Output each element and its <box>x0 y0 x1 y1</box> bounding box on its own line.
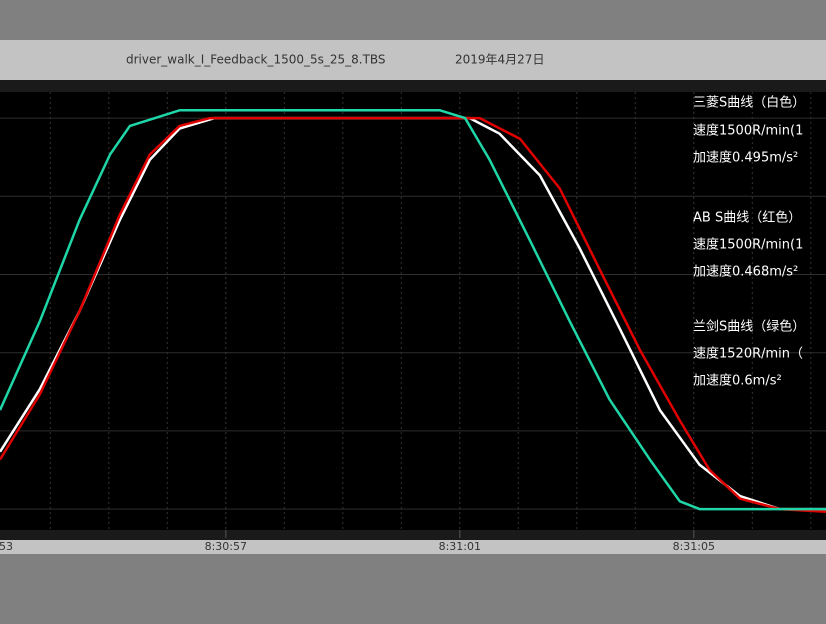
axis-strip <box>0 540 826 554</box>
annotation: 兰剑S曲线（绿色） <box>693 319 805 335</box>
chart-subtitle: 2019年4月27日 <box>455 53 544 67</box>
x-tick-label: 8:30:53 <box>0 540 13 553</box>
annotation: 速度1500R/min(1 <box>693 237 803 253</box>
chart-title: driver_walk_I_Feedback_1500_5s_25_8.TBS <box>126 53 386 67</box>
annotation: 三菱S曲线（白色） <box>693 95 805 111</box>
line <box>0 116 826 511</box>
x-tick-label: 8:30:57 <box>205 540 247 553</box>
line <box>0 116 826 514</box>
line <box>0 109 826 511</box>
annotation: 加速度0.495m/s² <box>693 150 798 166</box>
plot-area <box>0 92 826 530</box>
annotation: 加速度0.468m/s² <box>693 264 798 280</box>
x-tick-label: 8:31:01 <box>439 540 481 553</box>
annotation: 速度1500R/min(1 <box>693 123 803 139</box>
annotation: 速度1520R/min（ <box>693 346 803 362</box>
title-strip <box>0 40 826 80</box>
x-tick-label: 8:31:05 <box>673 540 715 553</box>
annotation: 加速度0.6m/s² <box>693 373 782 389</box>
annotation: AB S曲线（红色） <box>693 210 801 226</box>
